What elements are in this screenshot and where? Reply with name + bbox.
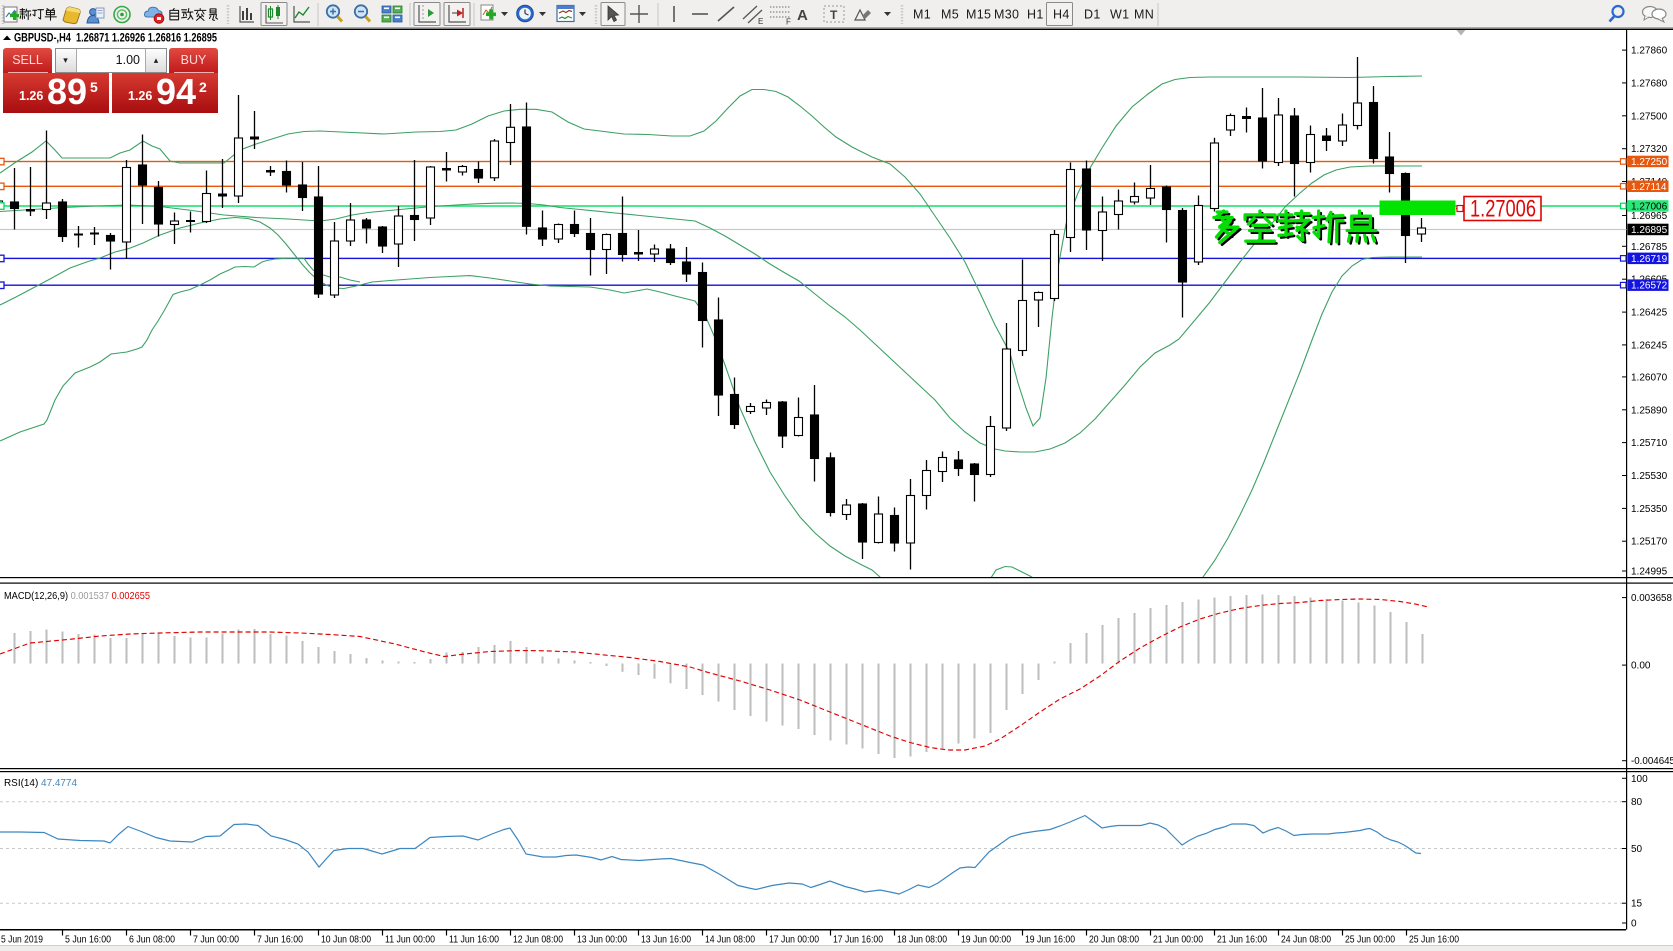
svg-text:20 Jun 08:00: 20 Jun 08:00 <box>1089 934 1139 946</box>
svg-text:100: 100 <box>1631 774 1648 785</box>
svg-text:1.25350: 1.25350 <box>1631 504 1668 515</box>
svg-text:0.003658: 0.003658 <box>1631 593 1672 604</box>
svg-text:11 Jun 00:00: 11 Jun 00:00 <box>385 934 435 946</box>
svg-text:80: 80 <box>1631 797 1643 808</box>
svg-text:M30: M30 <box>994 8 1019 22</box>
svg-text:18 Jun 08:00: 18 Jun 08:00 <box>897 934 947 946</box>
svg-text:T: T <box>830 8 838 22</box>
svg-text:1.26965: 1.26965 <box>1631 211 1668 222</box>
svg-text:6 Jun 08:00: 6 Jun 08:00 <box>129 934 175 946</box>
svg-text:11 Jun 16:00: 11 Jun 16:00 <box>449 934 499 946</box>
svg-text:1.26425: 1.26425 <box>1631 308 1668 319</box>
svg-text:25 Jun 00:00: 25 Jun 00:00 <box>1345 934 1395 946</box>
svg-text:-0.004645: -0.004645 <box>1631 756 1673 767</box>
svg-text:1.26070: 1.26070 <box>1631 372 1668 383</box>
svg-text:1.27860: 1.27860 <box>1631 46 1668 57</box>
svg-text:1.27320: 1.27320 <box>1631 144 1668 155</box>
svg-text:25 Jun 16:00: 25 Jun 16:00 <box>1409 934 1459 946</box>
svg-text:0.00: 0.00 <box>1631 661 1651 672</box>
svg-text:MACD(12,26,9) 0.001537 0.00265: MACD(12,26,9) 0.001537 0.002655 <box>4 590 150 602</box>
svg-text:5 Jun 16:00: 5 Jun 16:00 <box>65 934 111 946</box>
svg-text:D1: D1 <box>1084 8 1101 22</box>
svg-text:0: 0 <box>1631 919 1637 930</box>
svg-text:1.25530: 1.25530 <box>1631 471 1668 482</box>
svg-text:1.26245: 1.26245 <box>1631 340 1668 351</box>
svg-text:A: A <box>797 7 808 24</box>
svg-text:10 Jun 08:00: 10 Jun 08:00 <box>321 934 371 946</box>
svg-text:17 Jun 00:00: 17 Jun 00:00 <box>769 934 819 946</box>
svg-text:M5: M5 <box>941 8 959 22</box>
svg-text:H1: H1 <box>1027 8 1044 22</box>
svg-text:1.27006: 1.27006 <box>1470 196 1536 223</box>
svg-text:21 Jun 00:00: 21 Jun 00:00 <box>1153 934 1203 946</box>
svg-text:24 Jun 08:00: 24 Jun 08:00 <box>1281 934 1331 946</box>
svg-text:19 Jun 00:00: 19 Jun 00:00 <box>961 934 1011 946</box>
svg-text:1.26785: 1.26785 <box>1631 242 1668 253</box>
svg-text:1.27006: 1.27006 <box>1631 202 1668 213</box>
svg-text:1.25170: 1.25170 <box>1631 537 1668 548</box>
svg-text:GBPUSD-,H4 1.26871 1.26926 1.: GBPUSD-,H4 1.26871 1.26926 1.26816 1.268… <box>14 33 217 45</box>
svg-text:13 Jun 16:00: 13 Jun 16:00 <box>641 934 691 946</box>
svg-text:50: 50 <box>1631 844 1643 855</box>
svg-text:1.25890: 1.25890 <box>1631 405 1668 416</box>
svg-text:12 Jun 08:00: 12 Jun 08:00 <box>513 934 563 946</box>
svg-text:1.26719: 1.26719 <box>1631 254 1668 265</box>
svg-text:19 Jun 16:00: 19 Jun 16:00 <box>1025 934 1075 946</box>
svg-text:15: 15 <box>1631 899 1643 910</box>
svg-text:1.25710: 1.25710 <box>1631 438 1668 449</box>
svg-text:1.26895: 1.26895 <box>1631 225 1668 236</box>
svg-text:5 Jun 2019: 5 Jun 2019 <box>1 934 43 946</box>
svg-text:1.27250: 1.27250 <box>1631 157 1668 168</box>
svg-text:M15: M15 <box>966 8 991 22</box>
svg-text:1.27680: 1.27680 <box>1631 78 1668 89</box>
svg-text:21 Jun 16:00: 21 Jun 16:00 <box>1217 934 1267 946</box>
svg-text:F: F <box>786 18 791 27</box>
svg-text:W1: W1 <box>1110 8 1129 22</box>
svg-text:1.24995: 1.24995 <box>1631 567 1668 578</box>
svg-text:14 Jun 08:00: 14 Jun 08:00 <box>705 934 755 946</box>
svg-text:17 Jun 16:00: 17 Jun 16:00 <box>833 934 883 946</box>
svg-text:7 Jun 00:00: 7 Jun 00:00 <box>193 934 239 946</box>
svg-text:H4: H4 <box>1053 8 1070 22</box>
svg-text:1.26572: 1.26572 <box>1631 281 1668 292</box>
svg-text:E: E <box>758 17 763 26</box>
svg-text:13 Jun 00:00: 13 Jun 00:00 <box>577 934 627 946</box>
svg-text:M1: M1 <box>913 8 931 22</box>
svg-text:MN: MN <box>1134 8 1154 22</box>
svg-text:RSI(14) 47.4774: RSI(14) 47.4774 <box>4 777 77 789</box>
svg-text:1.27114: 1.27114 <box>1631 182 1667 193</box>
svg-text:1.27500: 1.27500 <box>1631 111 1668 122</box>
svg-text:7 Jun 16:00: 7 Jun 16:00 <box>257 934 303 946</box>
